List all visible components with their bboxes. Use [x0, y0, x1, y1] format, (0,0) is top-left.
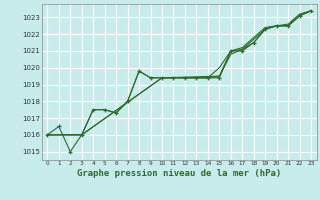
X-axis label: Graphe pression niveau de la mer (hPa): Graphe pression niveau de la mer (hPa): [77, 169, 281, 178]
